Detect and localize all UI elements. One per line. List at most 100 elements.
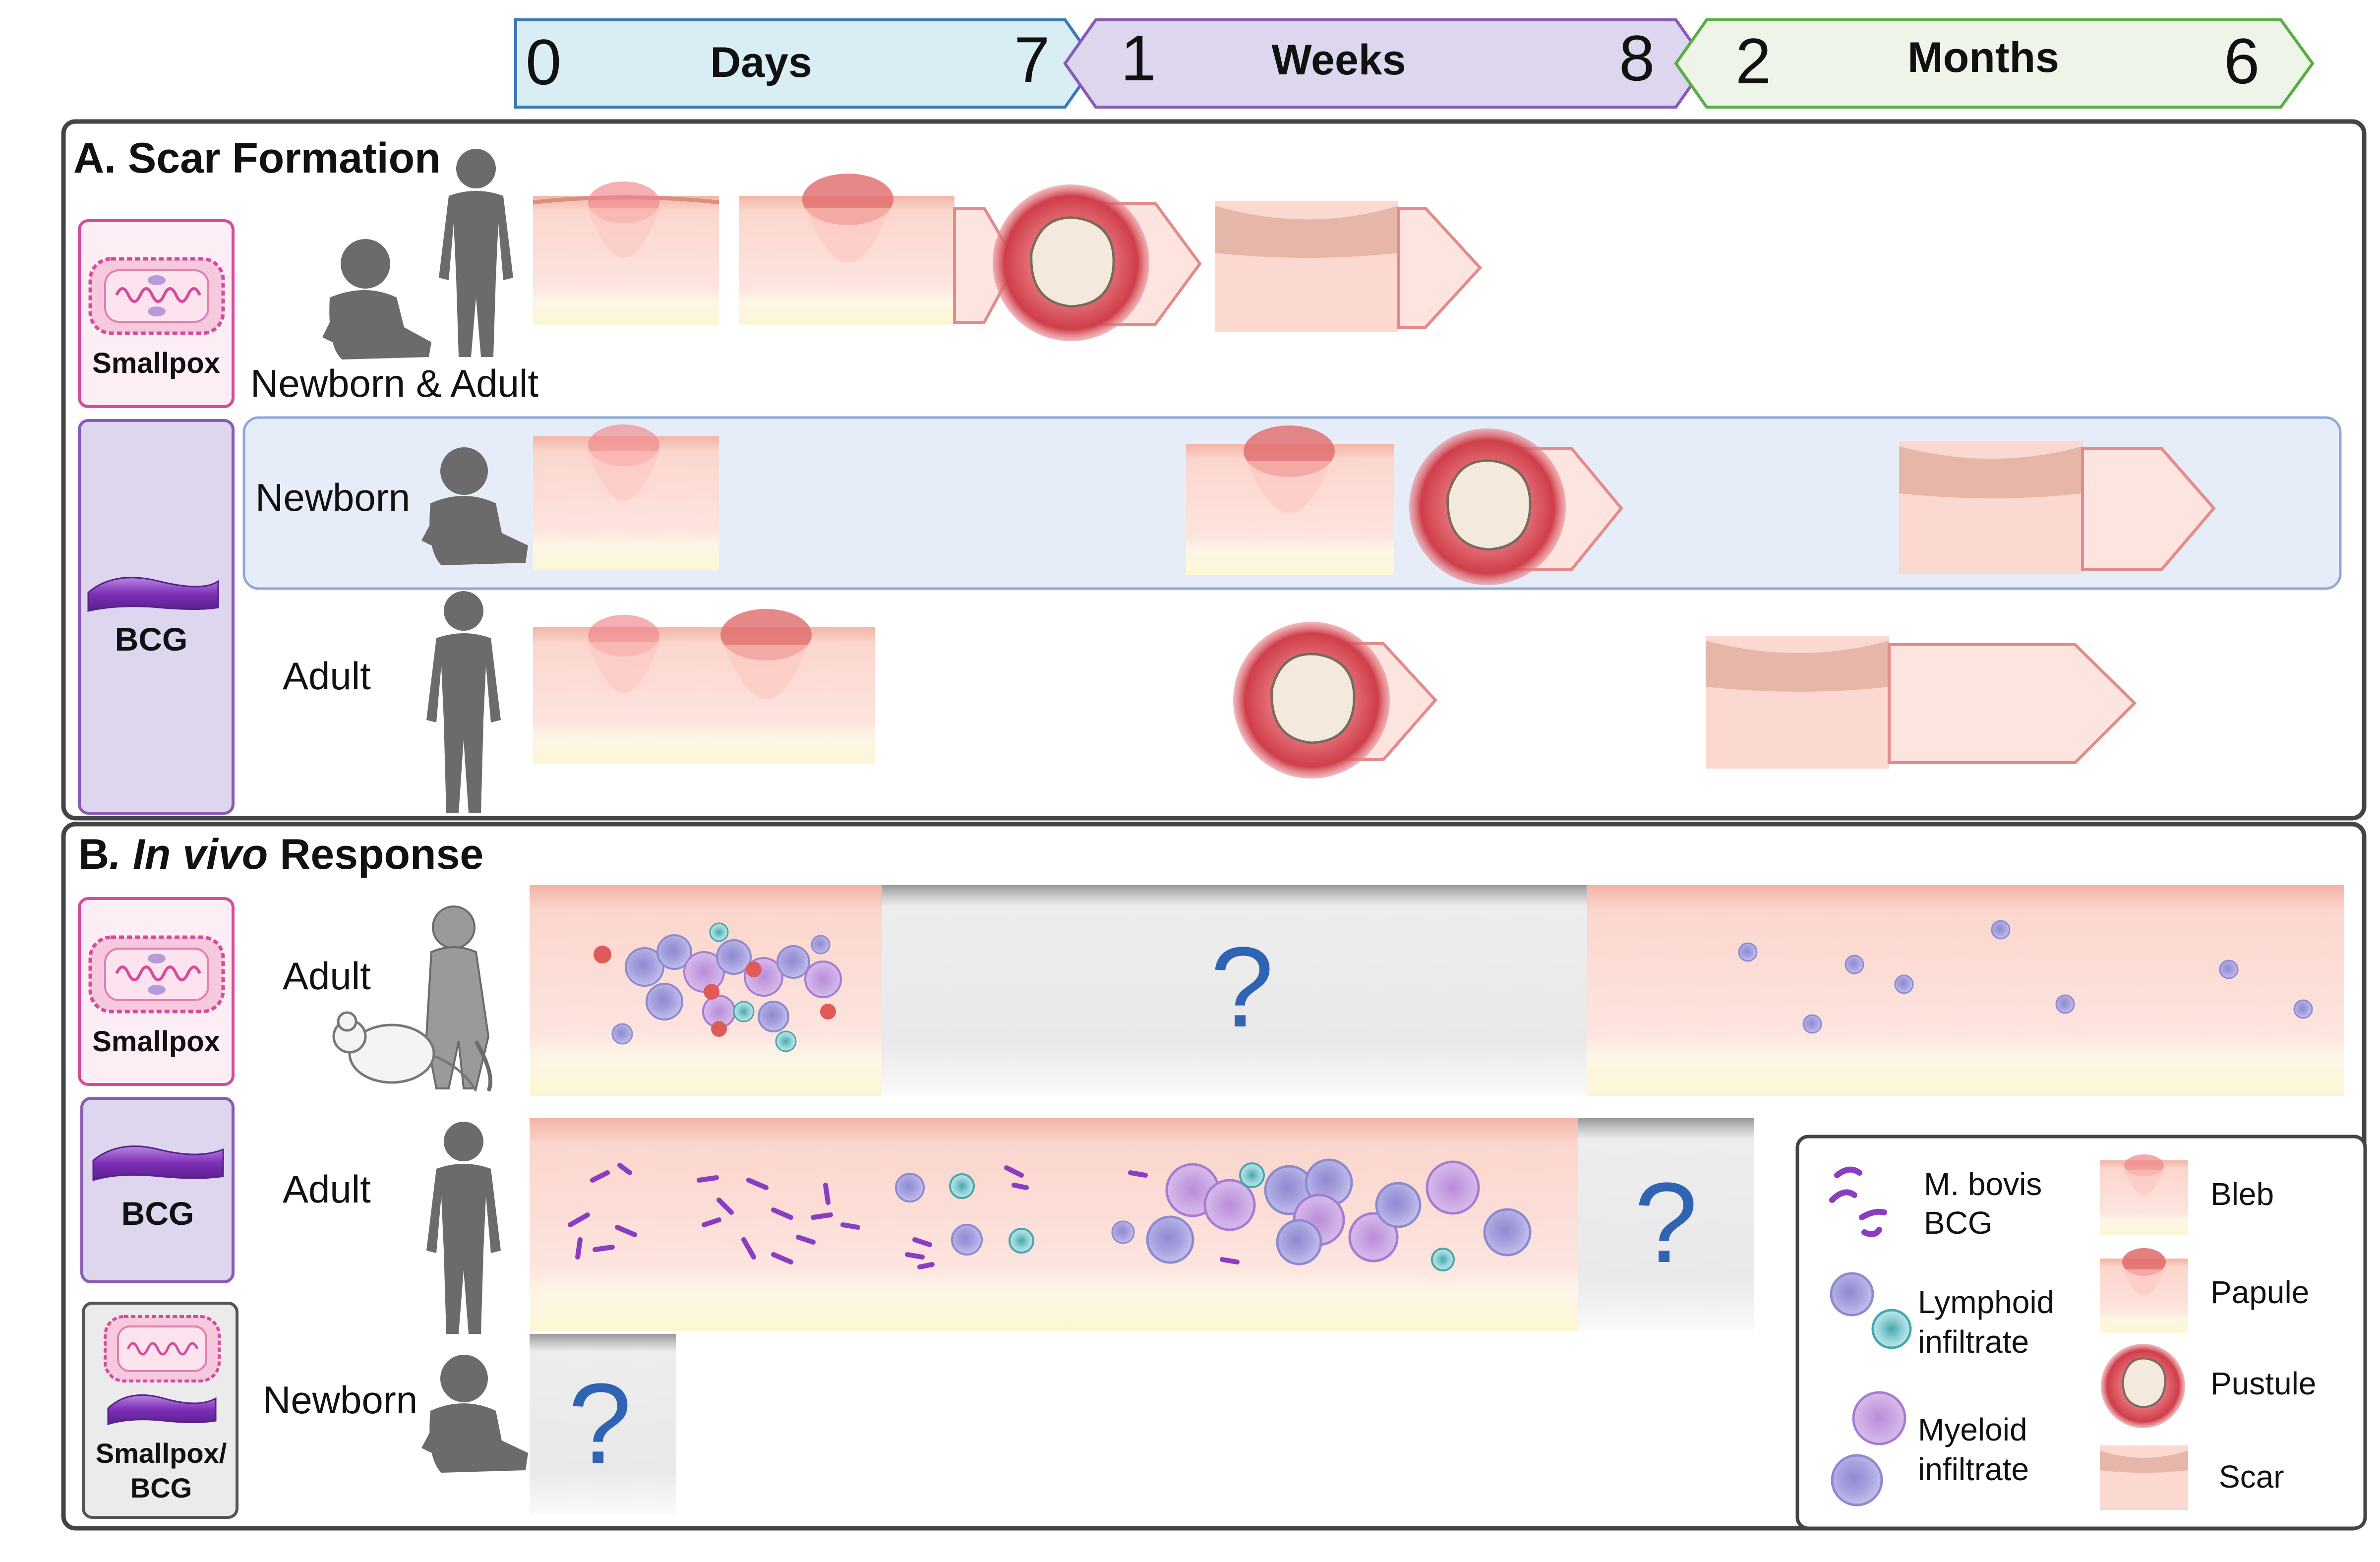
bcg-label-a: BCG: [115, 621, 188, 658]
bcg-bacterium-icon-combo: [107, 1394, 217, 1426]
b-row3-unknown: ?: [530, 1334, 676, 1515]
bleb-icon: [2100, 1154, 2188, 1235]
b-row1-days-skin: [530, 885, 882, 1096]
papule-r2: [1186, 425, 1394, 575]
b-row3-label: Newborn: [263, 1378, 417, 1422]
bcg-bacterium-icon: [87, 577, 219, 612]
legend-lymphoid-2: infiltrate: [1918, 1324, 2029, 1360]
adult-icon-b2: [426, 1122, 501, 1334]
legend-pustule-label: Pustule: [2210, 1366, 2316, 1401]
scar-r1: [1215, 201, 1483, 332]
smallpox-label-b: Smallpox: [92, 1025, 220, 1058]
legend-myeloid: Myeloid infiltrate: [1831, 1391, 2029, 1506]
smallpox-label-a: Smallpox: [92, 347, 220, 379]
legend-bleb-label: Bleb: [2210, 1176, 2274, 1212]
b-row1-tissue: ?: [530, 885, 2344, 1096]
months-end: 6: [2224, 25, 2260, 97]
b-row2-skin: [530, 1118, 1578, 1331]
panel-a: A. Scar Formation Smallpox BCG: [61, 119, 2367, 821]
lymphoid-icon: [1830, 1272, 1874, 1317]
row3-lesions: [533, 609, 2137, 779]
bleb-r1: [533, 181, 719, 325]
combo-label-1: Smallpox/: [96, 1438, 227, 1469]
bcg-group-b: BCG: [80, 1097, 235, 1283]
adult-icon-row1: [439, 149, 513, 357]
bleb-r2: [533, 424, 719, 570]
timeline-months: 2 Months 6: [1674, 18, 2315, 109]
row1-lesions: [533, 174, 1483, 341]
papule-icon: [2100, 1248, 2188, 1333]
months-start: 2: [1735, 25, 1771, 97]
bleb-papule-r3: [533, 609, 875, 764]
legend-lymphoid-1: Lymphoid: [1918, 1284, 2054, 1320]
combo-label-2: BCG: [130, 1472, 192, 1503]
b-row2-label: Adult: [283, 1167, 371, 1211]
pustule-r2: [1409, 428, 1623, 585]
pustule-r1: [993, 184, 1202, 341]
monocyte-icon: [1831, 1454, 1883, 1506]
legend-mbovis-1: M. bovis: [1924, 1166, 2042, 1202]
b-row2-tissue: ?: [530, 1118, 1754, 1331]
b-row2-unknown: ?: [1578, 1118, 1754, 1331]
weeks-end: 8: [1619, 22, 1655, 94]
bcg-label-b: BCG: [121, 1195, 194, 1232]
days-start: 0: [526, 26, 561, 98]
legend-lymphoid: Lymphoid infiltrate: [1830, 1272, 2054, 1360]
row3-label: Adult: [283, 654, 371, 698]
baby-icon-row1: [322, 239, 431, 360]
baby-icon-row2: [421, 447, 528, 565]
mouse-icon: [332, 1011, 477, 1092]
mbovis-icon: [1829, 1166, 1887, 1237]
legend: M. bovis BCG Lymphoid infiltrate Myeloid…: [1795, 1135, 2367, 1530]
legend-myeloid-1: Myeloid: [1918, 1412, 2027, 1447]
adult-icon-row3: [426, 591, 501, 813]
days-end: 7: [1014, 23, 1050, 96]
scar-icon: [2100, 1445, 2188, 1510]
combo-group-b: Smallpox/ BCG: [82, 1302, 238, 1519]
legend-scar-label: Scar: [2219, 1459, 2284, 1495]
bcg-bacterium-icon-b: [92, 1145, 224, 1182]
row2-label: Newborn: [255, 476, 410, 519]
days-label: Days: [710, 39, 812, 86]
legend-papule-label: Papule: [2210, 1274, 2309, 1310]
row2-lesions: [533, 424, 2216, 585]
timeline-days: 0 Days 7: [514, 18, 1098, 109]
legend-mbovis-2: BCG: [1924, 1205, 1993, 1241]
legend-bleb: Bleb: [2100, 1154, 2274, 1235]
timeline: 0 Days 7 1 Weeks 8 2 Months 6: [514, 18, 2315, 109]
weeks-label: Weeks: [1272, 36, 1406, 84]
b-row1-months-skin: [1587, 885, 2344, 1096]
baby-icon-b3: [421, 1355, 528, 1473]
smallpox-virus-icon-b: [88, 935, 225, 1014]
smallpox-group-b: Smallpox: [78, 897, 235, 1086]
panel-a-title: A. Scar Formation: [73, 134, 441, 182]
legend-scar: Scar: [2100, 1445, 2284, 1510]
months-label: Months: [1907, 34, 2059, 81]
panel-b-title: B. In vivo Response: [78, 831, 483, 878]
timeline-weeks: 1 Weeks 8: [1063, 18, 1709, 109]
infiltrate-cluster-b1: [594, 922, 842, 1052]
row1-label: Newborn & Adult: [250, 361, 538, 405]
papule-r1: [739, 174, 1018, 325]
scar-r3: [1706, 636, 2137, 769]
b-row3-question: ?: [568, 1360, 632, 1487]
infiltrate-b2: [895, 1158, 1532, 1271]
b-row1-label: Adult: [283, 954, 371, 998]
smallpox-virus-icon: [88, 257, 225, 335]
bcg-bacilli-b2: [568, 1163, 1240, 1269]
legend-papule: Papule: [2100, 1248, 2309, 1333]
myeloid-icon: [1852, 1391, 1906, 1445]
pustule-r3: [1233, 622, 1438, 779]
legend-pustule: Pustule: [2101, 1344, 2316, 1428]
smallpox-group-a: Smallpox: [78, 219, 235, 408]
b-row1-weeks-unknown: ?: [882, 885, 1587, 1096]
weeks-start: 1: [1121, 22, 1156, 94]
smallpox-virus-icon-combo: [104, 1315, 221, 1382]
legend-mbovis: M. bovis BCG: [1829, 1166, 2042, 1241]
pustule-icon: [2101, 1344, 2185, 1428]
legend-myeloid-2: infiltrate: [1918, 1451, 2029, 1487]
b-row2-question: ?: [1634, 1159, 1698, 1286]
scar-r2: [1899, 441, 2216, 574]
panel-b: B. In vivo Response Smallpox BCG: [61, 822, 2367, 1531]
